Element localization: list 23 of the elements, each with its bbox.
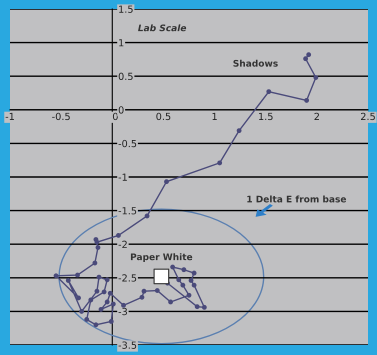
y-tick-label: -3 bbox=[118, 308, 127, 316]
x-tick-label: -1 bbox=[6, 112, 14, 120]
annotation: Paper White bbox=[130, 253, 192, 262]
annotation: 1 Delta E from base bbox=[247, 195, 346, 202]
x-tick-label: -0.5 bbox=[52, 112, 70, 120]
x-tick-label: 1.5 bbox=[259, 112, 273, 120]
y-tick-label: -0.5 bbox=[118, 140, 136, 148]
text: Lab Scale bbox=[138, 24, 186, 32]
y-tick-label: -1.5 bbox=[118, 207, 136, 214]
y-tick-label: -2 bbox=[118, 240, 127, 248]
y-tick-label: 1.5 bbox=[119, 6, 133, 13]
x-tick-label: 2 bbox=[314, 112, 319, 120]
y-tick-label: -3.5 bbox=[118, 341, 136, 349]
y-tick-label: 0.5 bbox=[118, 72, 133, 80]
y-tick-label: 0 bbox=[118, 106, 124, 114]
x-tick-label: 0 bbox=[112, 112, 118, 120]
x-tick-label: 0.5 bbox=[156, 112, 170, 120]
y-tick-label: -2.5 bbox=[118, 274, 136, 282]
x-tick-label: 1 bbox=[212, 112, 217, 120]
y-tick-label: -1 bbox=[118, 174, 127, 181]
x-tick-label: 2.5 bbox=[360, 112, 375, 120]
y-tick-label: 1 bbox=[119, 39, 124, 46]
annotation: Shadows bbox=[233, 60, 278, 67]
